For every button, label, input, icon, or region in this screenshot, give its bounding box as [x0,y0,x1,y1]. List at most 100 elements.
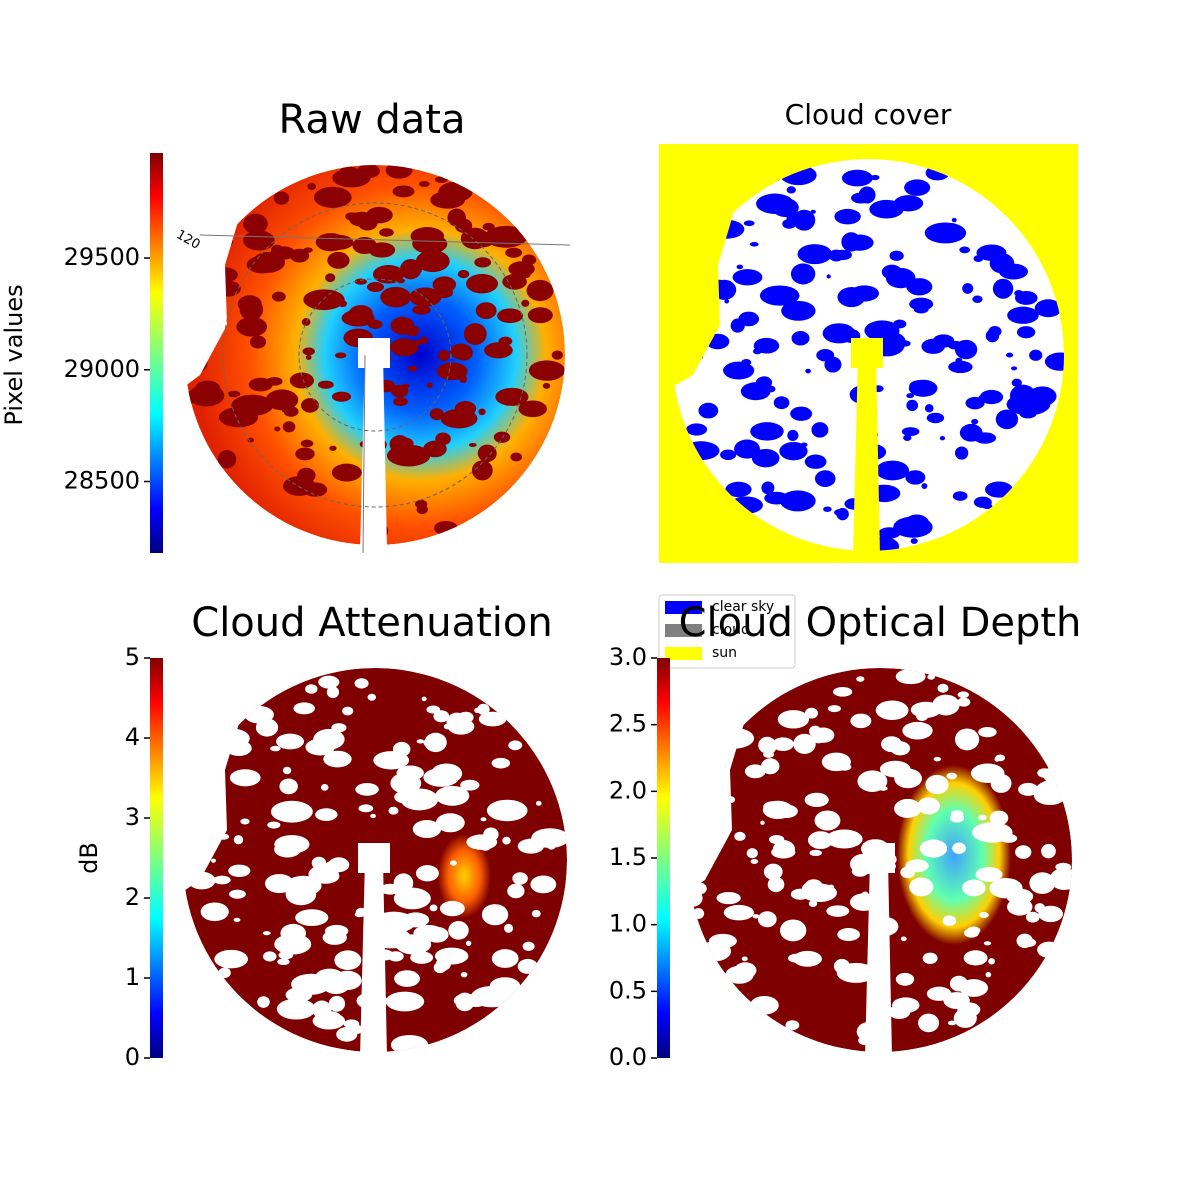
cloud-blob [481,904,509,926]
cloud-blob [791,330,810,346]
cloud-blob [273,191,290,205]
cloud-blob [459,375,468,383]
cloud-blob [412,305,431,315]
cloud-blob [743,220,755,227]
cloud-blob [1038,905,1063,923]
colorbar-tick-label: 0 [125,1043,140,1071]
cloud-blob [228,864,251,878]
cloud-blob [919,839,948,858]
cloud-blob [457,270,470,279]
cloud-blob [787,953,805,963]
cloud-blob [320,190,333,200]
cloud-blob [482,222,495,231]
cloud-blob [265,389,299,411]
legend-label: clear sky [712,599,774,615]
cloud-blob [392,741,411,757]
cloud-blob [415,865,439,882]
panel-title: Cloud Optical Depth [679,600,1082,646]
legend-swatch [665,647,702,660]
cloud-blob [749,242,759,247]
colorbar [657,658,670,1058]
cloud-blob [753,337,780,354]
polar-axis [199,234,571,246]
cloud-blob [756,193,794,214]
cloud-blob [992,278,1014,299]
cloud-blob [323,750,352,768]
cloud-blob [909,877,934,897]
cloud-blob [995,409,1019,430]
cloud-blob [730,318,745,333]
cloud-blob [895,1005,910,1015]
cloud-blob [311,856,327,870]
cloud-blob [429,408,444,421]
cloud-blob [542,382,551,389]
polar-ring [222,202,528,508]
cloud-blob [686,423,708,436]
cloud-blob [282,421,296,433]
cloud-blob [218,407,259,428]
cloud-blob [850,713,872,729]
cloud-blob [408,365,418,372]
cloud-blob [394,970,420,987]
cloud-blob [471,460,493,481]
cloud-blob [921,338,945,354]
cloud-blob [247,437,254,443]
cloud-blob [356,165,380,179]
cloud-blob [392,185,415,198]
legend-swatch [665,601,702,614]
cloud-blob [229,769,261,787]
colorbar-tick-label: 2 [125,883,140,911]
cloud-blob [503,923,514,933]
cloud-blob [439,900,465,917]
panel-title: Raw data [279,97,466,143]
cloud-blob [466,273,498,294]
cloud-blob [724,299,730,304]
cloud-blob [434,176,448,183]
image-panel [178,668,567,1057]
cloud-blob [337,166,361,186]
cloud-blob [305,738,336,756]
cloud-blob [924,404,934,413]
cloud-blob [952,491,968,501]
cloud-blob [725,481,752,498]
cloud-blob [414,339,422,346]
cloud-blob [229,889,246,899]
cloud-blob [263,951,277,962]
cloud-blob [426,382,433,388]
cloud-blob [413,925,445,942]
cloud-blob [758,736,777,754]
mast-mask [360,860,387,1057]
cloud-blob [213,875,231,885]
cloud-blob [761,481,775,495]
cloud-blob [341,309,375,327]
cloud-blob [826,274,831,279]
cloud-blob [385,991,425,1012]
cloud-blob [240,818,250,825]
cloud-blob [909,379,932,392]
cloud-blob [906,399,919,412]
cloud-blob [875,460,910,481]
cloud-blob [349,211,375,227]
cloud-blob [433,710,450,723]
cloud-blob [528,360,565,381]
cloud-blob [391,384,409,398]
cloud-blob [750,422,784,441]
mast-mask [360,355,387,550]
cloud-blob [746,848,758,859]
cloud-blob [772,840,796,859]
cloud-blob [870,174,880,181]
cloud-blob [526,279,554,302]
horizon-mask [683,720,745,895]
colorbar-tick-label: 0.5 [609,976,647,1004]
cloud-blob [818,353,825,359]
cloud-blob [303,289,345,311]
cloud-blob [239,298,264,321]
cloud-blob [324,924,349,938]
cloud-blob [807,831,834,850]
cloud-blob [474,707,482,714]
cloud-blob [971,418,979,425]
cloud-blob [342,706,354,716]
cloud-blob [387,951,404,962]
cloud-blob [435,813,465,833]
